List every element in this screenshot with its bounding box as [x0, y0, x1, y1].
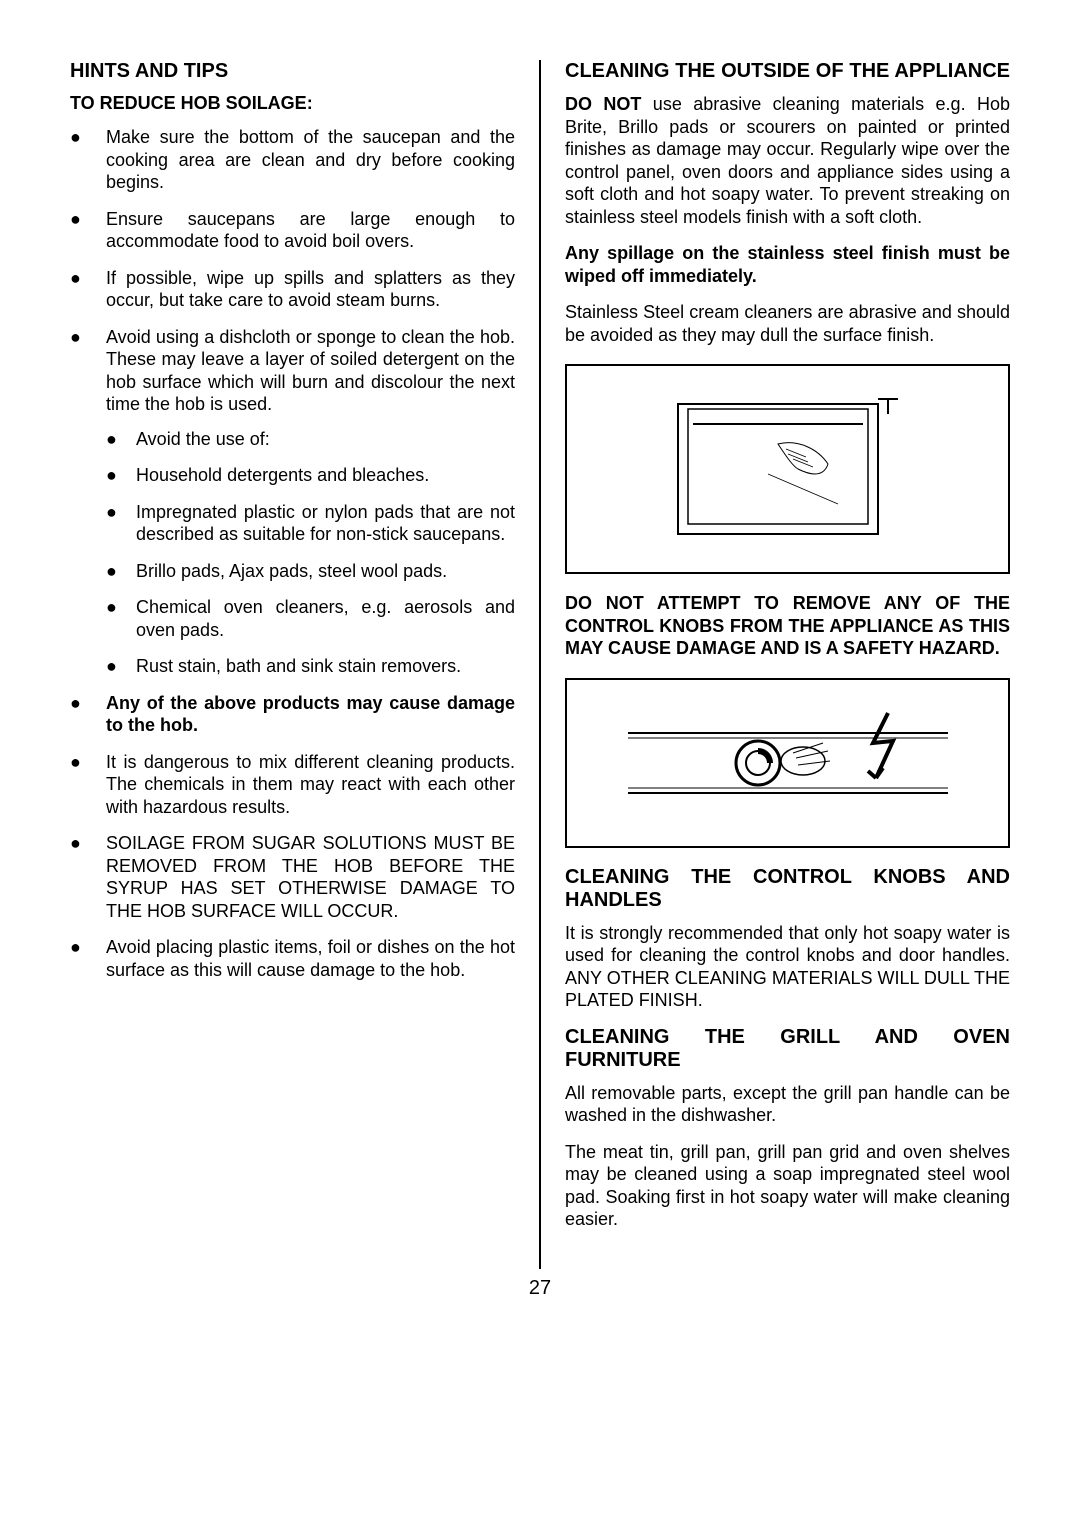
footer-divider-wrap — [70, 1245, 1010, 1269]
divider-line — [539, 60, 541, 1245]
right-para-meat-tin: The meat tin, grill pan, grill pan grid … — [565, 1141, 1010, 1231]
list-item: SOILAGE FROM SUGAR SOLUTIONS MUST BE REM… — [70, 832, 515, 922]
left-column: HINTS AND TIPS TO REDUCE HOB SOILAGE: Ma… — [70, 60, 515, 1245]
right-para-stainless: Stainless Steel cream cleaners are abras… — [565, 301, 1010, 346]
right-para-dishwasher: All removable parts, except the grill pa… — [565, 1082, 1010, 1127]
list-item: If possible, wipe up spills and splatter… — [70, 267, 515, 312]
column-divider — [539, 60, 541, 1245]
right-para-do-not: DO NOT use abrasive cleaning materials e… — [565, 93, 1010, 228]
footer-divider — [539, 1245, 541, 1269]
figure-control-knob — [565, 678, 1010, 848]
list-item-bold: Any of the above products may cause dama… — [70, 692, 515, 737]
page-columns: HINTS AND TIPS TO REDUCE HOB SOILAGE: Ma… — [70, 60, 1010, 1245]
left-heading: HINTS AND TIPS — [70, 60, 515, 83]
list-item: Make sure the bottom of the saucepan and… — [70, 126, 515, 194]
right-heading-furniture: CLEANING THE GRILL AND OVEN FURNITURE — [565, 1026, 1010, 1072]
control-knob-icon — [598, 693, 978, 833]
figure-oven-cleaning — [565, 364, 1010, 574]
oven-cleaning-icon — [638, 384, 938, 554]
list-item: Chemical oven cleaners, e.g. aerosols an… — [106, 596, 515, 641]
right-para-spillage: Any spillage on the stainless steel fini… — [565, 242, 1010, 287]
list-item: It is dangerous to mix different cleanin… — [70, 751, 515, 819]
list-item: Impregnated plastic or nylon pads that a… — [106, 501, 515, 546]
list-item: Avoid the use of: — [106, 428, 515, 451]
right-heading-knobs: CLEANING THE CONTROL KNOBS AND HANDLES — [565, 866, 1010, 912]
bullet-list-nested: Avoid the use of: Household detergents a… — [106, 428, 515, 678]
list-item: Avoid placing plastic items, foil or dis… — [70, 936, 515, 981]
list-item: Household detergents and bleaches. — [106, 464, 515, 487]
list-item: Rust stain, bath and sink stain removers… — [106, 655, 515, 678]
bullet-list-primary: Make sure the bottom of the saucepan and… — [70, 126, 515, 981]
right-para-warning: DO NOT ATTEMPT TO REMOVE ANY OF THE CONT… — [565, 592, 1010, 660]
right-para-knobs: It is strongly recommended that only hot… — [565, 922, 1010, 1012]
do-not-label: DO NOT — [565, 94, 641, 114]
right-heading-outside: CLEANING THE OUTSIDE OF THE APPLIANCE — [565, 60, 1010, 83]
list-item: Ensure saucepans are large enough to acc… — [70, 208, 515, 253]
left-subheading: TO REDUCE HOB SOILAGE: — [70, 93, 515, 114]
page-number: 27 — [70, 1277, 1010, 1300]
right-column: CLEANING THE OUTSIDE OF THE APPLIANCE DO… — [565, 60, 1010, 1245]
list-item: Brillo pads, Ajax pads, steel wool pads. — [106, 560, 515, 583]
list-item-text: Avoid using a dishcloth or sponge to cle… — [106, 327, 515, 415]
list-item: Avoid using a dishcloth or sponge to cle… — [70, 326, 515, 678]
